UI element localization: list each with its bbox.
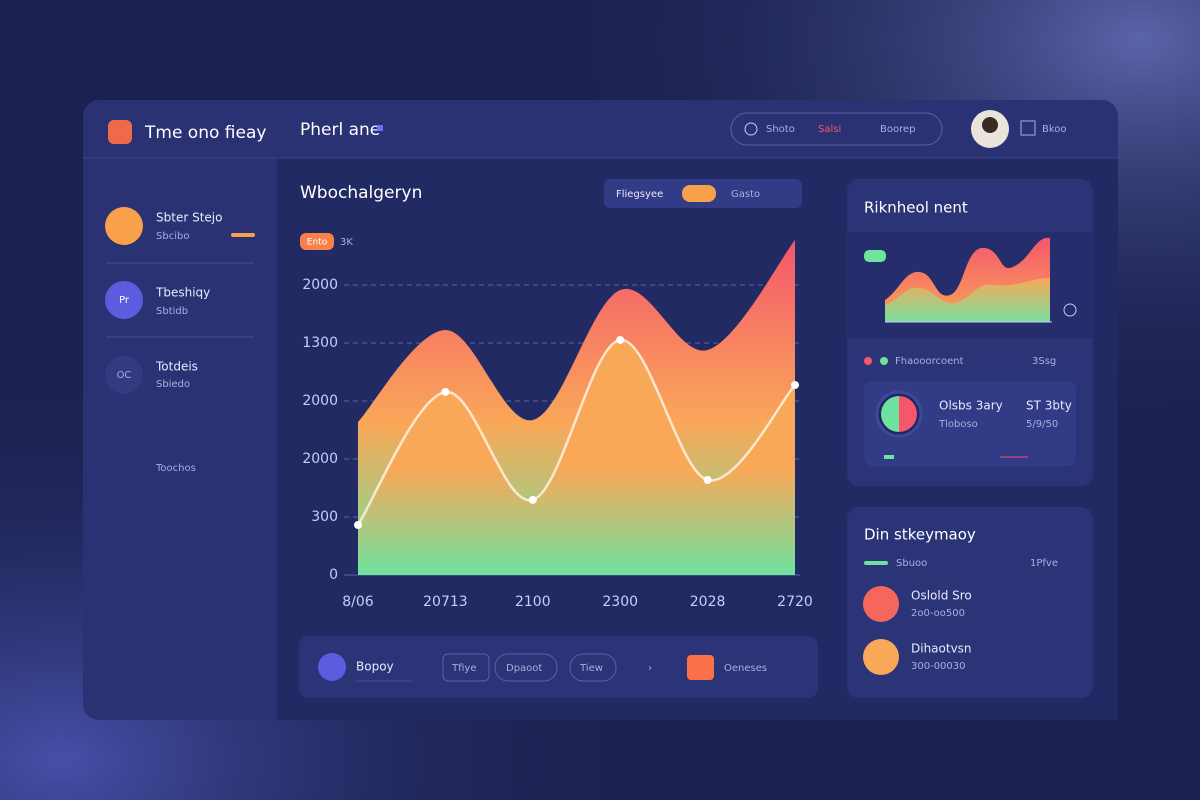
search-text: Shoto bbox=[766, 124, 795, 135]
user-name[interactable]: Bkoo bbox=[1042, 124, 1067, 135]
sidebar-icon-label: OC bbox=[117, 370, 132, 381]
summary-value: 1Pfve bbox=[1030, 558, 1058, 569]
toolbar-primary[interactable]: Bopoy bbox=[356, 660, 394, 674]
point bbox=[441, 387, 450, 396]
chart-tab-active[interactable] bbox=[682, 185, 716, 202]
page-name: Pherl ane bbox=[300, 120, 380, 140]
toolbar-button-label: Tiew bbox=[579, 663, 603, 674]
x-tick-label: 2028 bbox=[690, 594, 726, 610]
toolbar-button[interactable] bbox=[442, 653, 490, 682]
area bbox=[358, 339, 795, 575]
legend-dot bbox=[864, 357, 872, 365]
sidebar-item-sub: Sbiedo bbox=[156, 379, 190, 390]
brand-name: Tme ono fieay bbox=[144, 123, 266, 143]
stat-title: ST 3bty bbox=[1026, 399, 1072, 413]
stat-indicator bbox=[884, 455, 894, 459]
y-tick-label: 2000 bbox=[302, 451, 338, 467]
chart-title: Wbochalgeryn bbox=[300, 183, 422, 203]
toolbar-button[interactable] bbox=[569, 653, 617, 682]
toolbar-arrow[interactable]: › bbox=[648, 663, 652, 674]
stat-title: Olsbs 3ary bbox=[939, 399, 1003, 413]
x-tick-label: 2720 bbox=[777, 594, 813, 610]
summary-item-sub: 2o0-oo500 bbox=[911, 608, 965, 619]
stat-sub: Tloboso bbox=[938, 419, 978, 430]
summary-item-icon bbox=[863, 586, 899, 622]
sidebar-item-title[interactable]: Totdeis bbox=[155, 360, 198, 374]
y-tick-label: 2000 bbox=[302, 393, 338, 409]
x-tick-label: 2300 bbox=[602, 594, 638, 610]
y-tick-label: 1300 bbox=[302, 335, 338, 351]
x-tick-label: 8/06 bbox=[342, 594, 374, 610]
user-icon bbox=[1020, 120, 1036, 136]
sidebar-icon bbox=[105, 207, 143, 245]
summary-indicator bbox=[864, 561, 888, 565]
brand-logo bbox=[108, 120, 132, 144]
toolbar-action-icon[interactable] bbox=[687, 655, 714, 680]
point bbox=[354, 521, 362, 530]
summary-item-title[interactable]: Dihaotvsn bbox=[911, 642, 972, 656]
legend-dot bbox=[880, 357, 888, 365]
toolbar-button[interactable] bbox=[494, 653, 558, 682]
donut-segment bbox=[899, 396, 917, 432]
mini-chart-badge bbox=[864, 250, 886, 262]
chart-badge bbox=[300, 233, 334, 250]
right-panel-title: Riknheol nent bbox=[864, 199, 968, 217]
summary-label: Sbuoo bbox=[896, 558, 927, 569]
mini-chart-icon bbox=[1063, 303, 1077, 317]
sidebar-item-sub: Sbtidb bbox=[156, 306, 188, 317]
avatar-hair bbox=[982, 117, 998, 133]
summary-item-sub: 300-00030 bbox=[911, 661, 966, 672]
chart-tab[interactable]: Fliegsyee bbox=[616, 189, 663, 200]
toolbar-secondary[interactable]: Oeneses bbox=[724, 663, 767, 674]
donut-segment bbox=[881, 396, 899, 432]
summary-title: Din stkeymaoy bbox=[864, 526, 976, 544]
search-icon bbox=[744, 122, 758, 136]
summary-item-title[interactable]: Oslold Sro bbox=[911, 589, 972, 603]
sidebar-icon-label: Pr bbox=[119, 295, 130, 306]
chart-badge-label: Ento bbox=[307, 238, 328, 248]
toolbar-button-label: Tfiye bbox=[451, 663, 476, 674]
x-tick-label: 20713 bbox=[423, 594, 468, 610]
point bbox=[528, 495, 537, 504]
sidebar-item-title[interactable]: Tbeshiqy bbox=[155, 286, 210, 300]
chart-tab[interactable]: Gasto bbox=[731, 189, 760, 200]
search-action[interactable]: Boorep bbox=[880, 124, 916, 135]
sidebar-icon bbox=[105, 281, 143, 319]
point bbox=[791, 380, 799, 389]
legend-value: 3Ssg bbox=[1032, 356, 1056, 367]
sidebar-progress bbox=[231, 233, 255, 237]
toolbar bbox=[299, 636, 818, 698]
stat-sub: 5/9/50 bbox=[1026, 419, 1058, 430]
toolbar-icon[interactable] bbox=[318, 653, 346, 681]
y-tick-label: 0 bbox=[329, 567, 338, 583]
summary-panel bbox=[847, 507, 1093, 698]
summary-item-icon bbox=[863, 639, 899, 675]
y-tick-label: 2000 bbox=[302, 277, 338, 293]
legend-label: Fhaooorcoent bbox=[895, 356, 964, 367]
x-tick-label: 2100 bbox=[515, 594, 551, 610]
sidebar-icon bbox=[105, 356, 143, 394]
toolbar-button-label: Dpaoot bbox=[506, 663, 542, 674]
chart-badge-note: 3K bbox=[340, 237, 353, 248]
mini-chart-area-bottom bbox=[885, 278, 1050, 322]
y-tick-label: 300 bbox=[311, 509, 338, 525]
plot-area: 0 300 2000 2000 1300 2000 8/06 20713 2100 2300 202… bbox=[302, 239, 813, 610]
sidebar-item-sub: Sbcibo bbox=[156, 231, 189, 242]
sidebar-footer[interactable]: Toochos bbox=[155, 463, 196, 474]
point bbox=[616, 335, 625, 344]
page-dot bbox=[377, 125, 383, 131]
point bbox=[703, 475, 712, 484]
search-box[interactable] bbox=[730, 112, 943, 146]
search-filter[interactable]: Salsi bbox=[818, 124, 841, 135]
sidebar-item-title[interactable]: Sbter Stejo bbox=[156, 211, 222, 225]
